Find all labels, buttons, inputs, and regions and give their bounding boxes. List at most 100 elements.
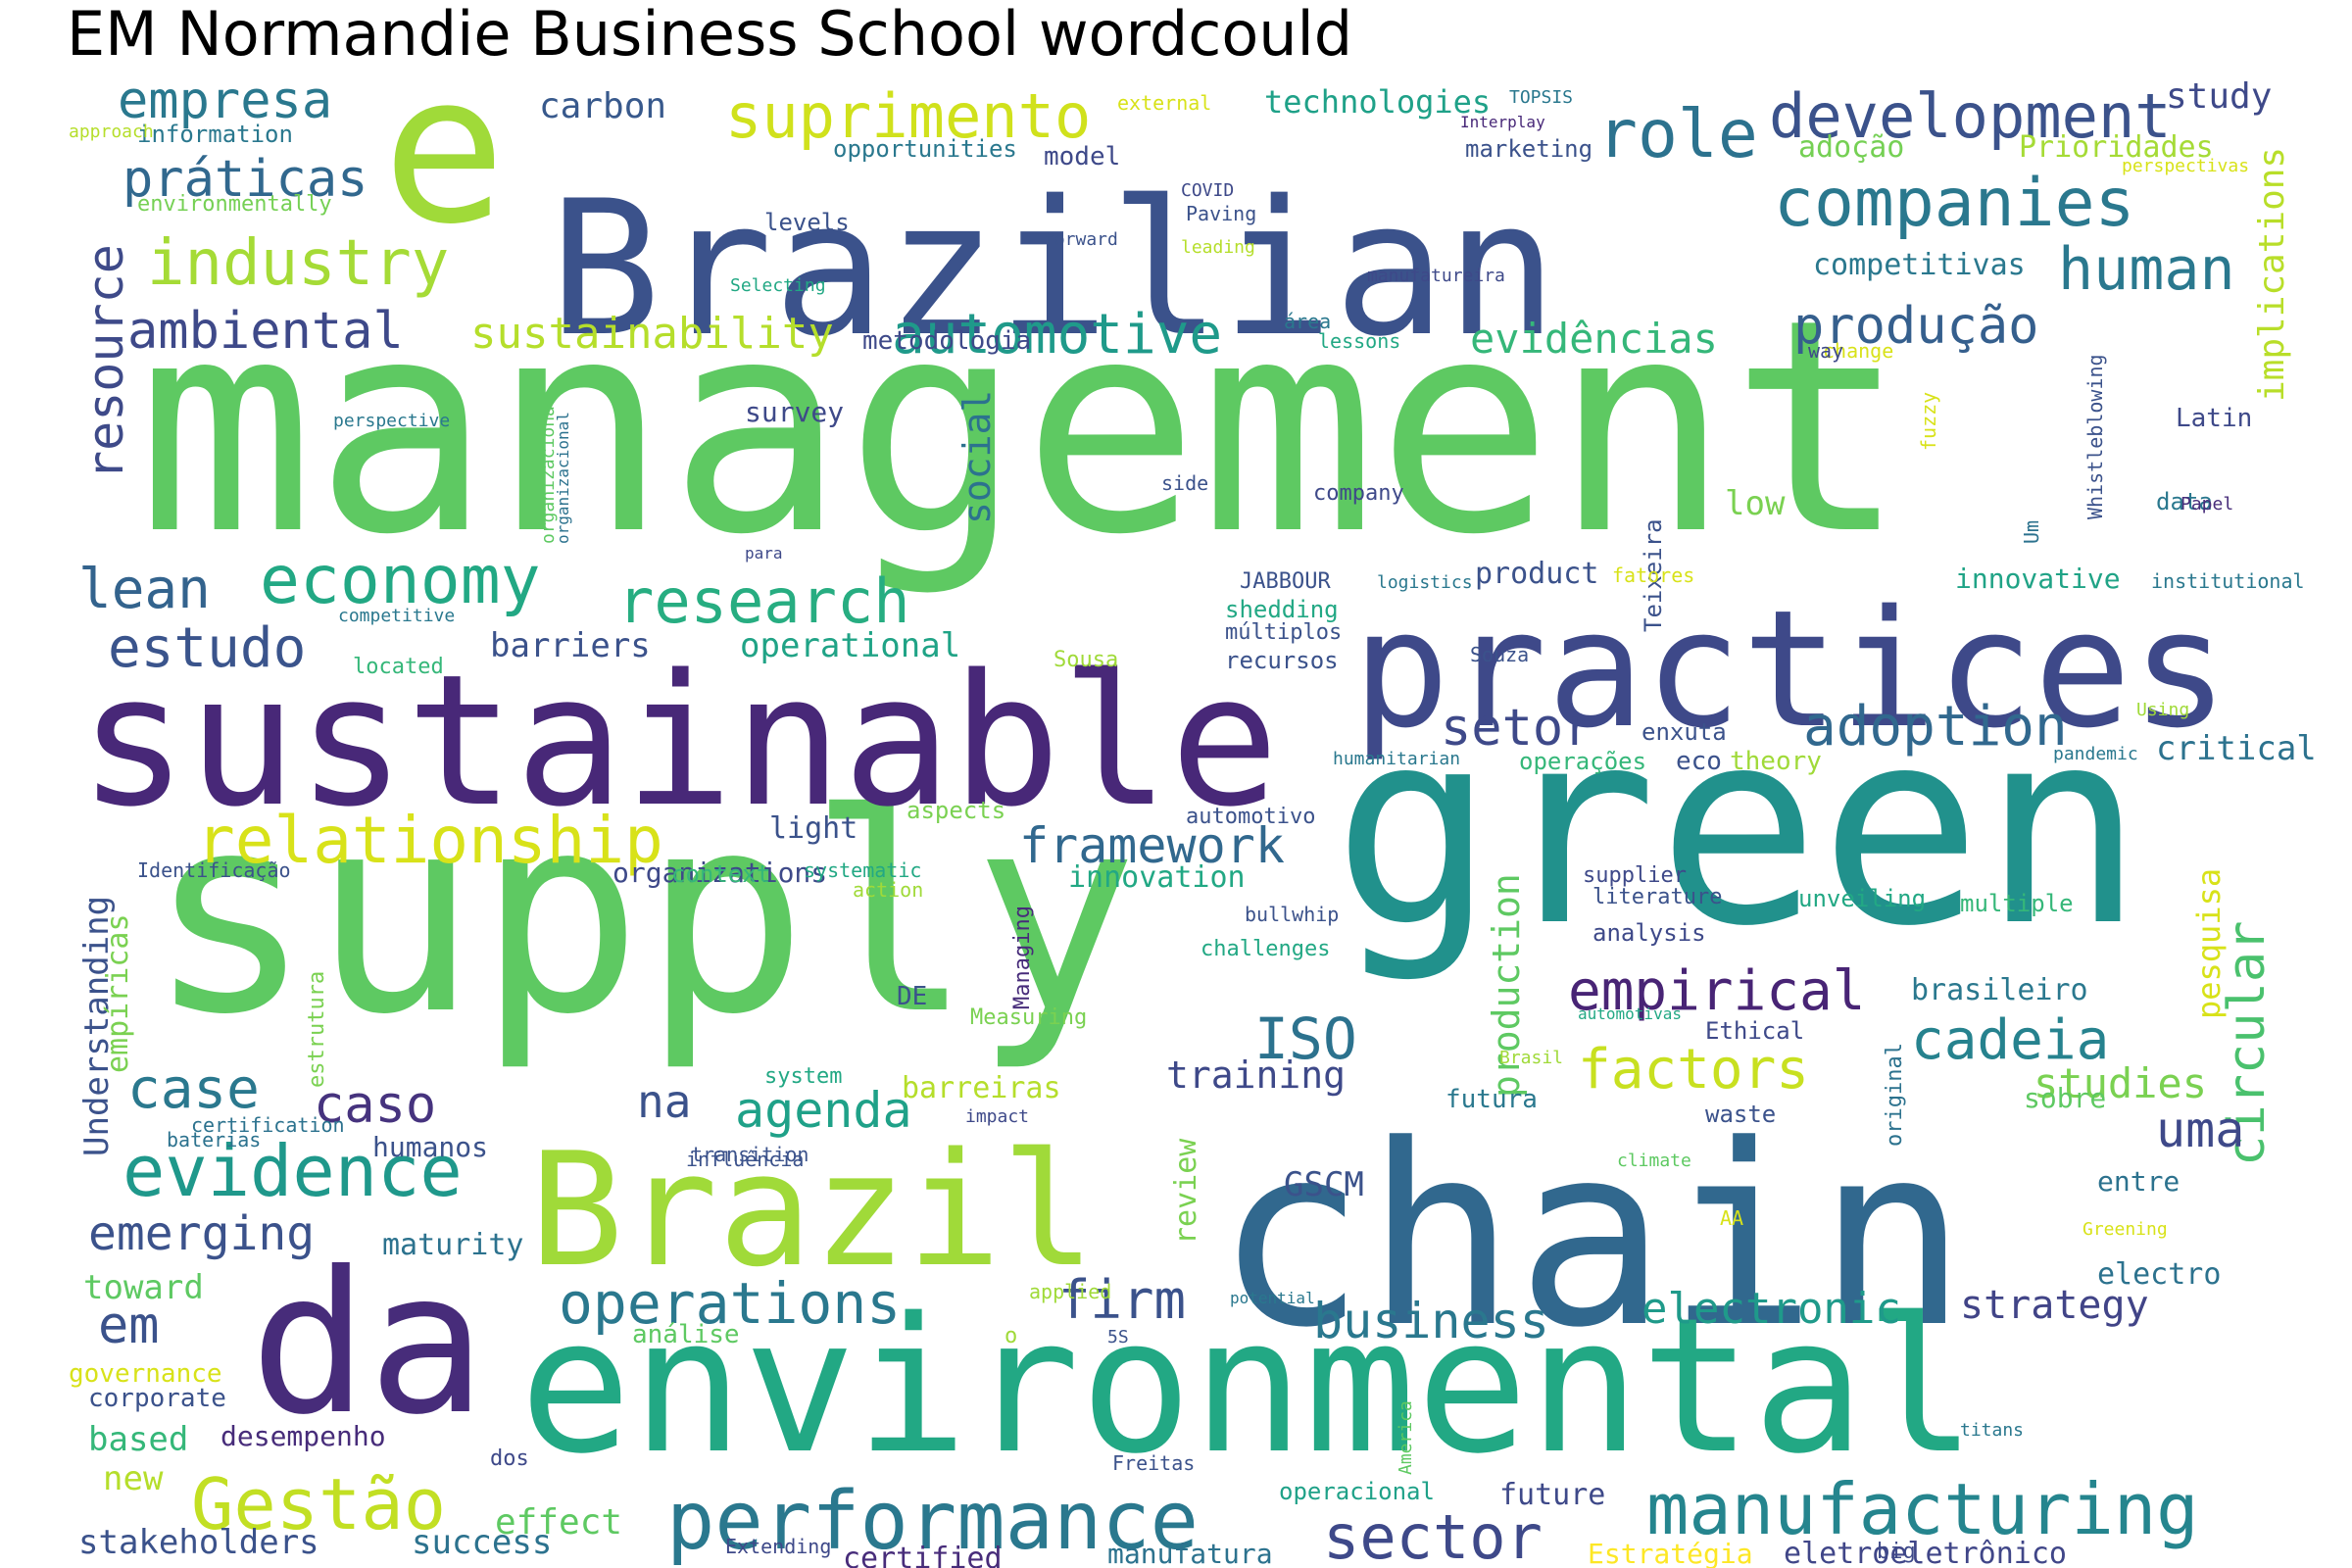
word-production: production [1485,873,1528,1098]
word-leading: leading [1181,237,1255,258]
word-company: company [1313,481,1404,506]
word-role: role [1597,96,1758,173]
word-evidencias: evidências [1470,315,1718,363]
word-e: e [382,29,506,270]
word-shedding: shedding [1225,596,1339,623]
word-product: product [1475,557,1598,591]
word-potential: potential [1230,1289,1315,1307]
word-uma: uma [2156,1102,2244,1158]
word-supplier: supplier [1583,863,1687,888]
word-producao: produção [1793,297,2038,356]
word-future: future [1499,1478,1605,1512]
word-humanos: humanos [372,1131,488,1163]
word-studies: studies [2034,1059,2207,1107]
word-organizacional: organizacional [538,395,559,544]
word-pandemic: pandemic [2053,744,2138,764]
word-transition: transition [691,1143,808,1166]
word-literature: literature [1592,885,1722,909]
word-training: training [1166,1054,1346,1097]
word-levels: levels [764,209,850,236]
word-review: review [1169,1138,1203,1245]
word-identificacao: Identificação [137,858,291,882]
word-marketing: marketing [1465,135,1592,163]
word-development: development [1769,80,2172,152]
word-lean: lean [78,558,211,621]
word-applied: applied [1029,1280,1111,1303]
word-resource: resource [77,244,134,480]
word-economy: economy [260,542,541,619]
word-framework: framework [1019,817,1285,874]
word-innovation: innovation [1068,860,1246,895]
word-case: case [127,1057,260,1121]
word-data: data [2156,488,2213,515]
word-estrategia: Estratégia [1588,1538,1753,1568]
word-information: information [137,121,293,148]
word-perspective: perspective [333,411,450,431]
word-circular: circular [2218,921,2277,1166]
word-latin: Latin [2176,404,2252,433]
word-way: way [1808,339,1843,363]
word-strategy: strategy [1960,1283,2149,1328]
word-light: light [769,811,858,846]
word-analysis: analysis [1592,919,1706,947]
word-baterias: baterias [167,1128,261,1152]
word-change: change [1823,339,1893,363]
word-desempenho: desempenho [220,1420,386,1452]
word-entre: entre [2097,1165,2180,1198]
word-humanitarian: humanitarian [1333,749,1460,769]
word-climate: climate [1617,1151,1691,1171]
word-organizacional: organizacional [554,412,572,544]
word-context: context [671,860,770,888]
word-system: system [764,1064,842,1089]
word-impact: impact [965,1106,1029,1127]
word-practices: practices [1352,575,2229,763]
word-area: área [1284,310,1331,333]
word-model: model [1044,142,1120,172]
word-estrutura: estrutura [305,971,329,1088]
word-governance: governance [69,1359,222,1389]
word-operacional: operacional [1279,1478,1435,1505]
word-competitivas: competitivas [1813,248,2026,282]
word-research: research [617,565,910,637]
word-america: America [1396,1400,1416,1475]
word-selecting: Selecting [730,275,826,296]
word-technologies: technologies [1264,83,1491,121]
word-electronic: electronic [1642,1284,1901,1334]
word-empresa: empresa [118,72,332,130]
word-prioridades: Prioridades [2019,130,2214,165]
word-bullwhip: bullwhip [1245,903,1339,926]
word-eco: eco [1676,747,1722,776]
word-environmental: environmental [519,1278,1977,1494]
word-brazilian: Brazilian [549,161,1558,377]
word-manufatureira: manufatureira [1367,266,1505,286]
word-adoption: adoption [1803,695,2068,759]
word-empirical: empirical [1568,959,1865,1023]
word-em: em [98,1297,160,1355]
word-analise: análise [632,1320,740,1349]
word-theory: theory [1730,747,1822,776]
word-industry: industry [147,227,449,300]
word-human: human [2058,235,2235,304]
word-sector: sector [1323,1501,1543,1568]
word-sousa: Sousa [1054,648,1118,672]
word-sobre: sobre [2024,1082,2106,1114]
word-social: social [956,390,999,524]
word-um: Um [2020,520,2043,544]
word-measuring: Measuring [970,1005,1087,1030]
word-aa: AA [1720,1206,1743,1230]
word-action: action [853,878,923,902]
word-automotivas: automotivas [1578,1004,1682,1023]
word-approach: approach [69,122,154,142]
word-iso: ISO [1254,1005,1357,1072]
word-interplay: Interplay [1460,113,1545,131]
word-forward: forward [1044,229,1118,250]
word-supply: supply [147,756,1138,1075]
word-automotive: automotive [892,303,1222,367]
word-emerging: emerging [88,1206,315,1261]
word-titans: titans [1960,1420,2024,1441]
word-innovative: innovative [1955,563,2121,595]
word-big: big [1877,1540,1916,1564]
word-business: business [1313,1293,1549,1349]
word-stakeholders: stakeholders [78,1523,319,1562]
